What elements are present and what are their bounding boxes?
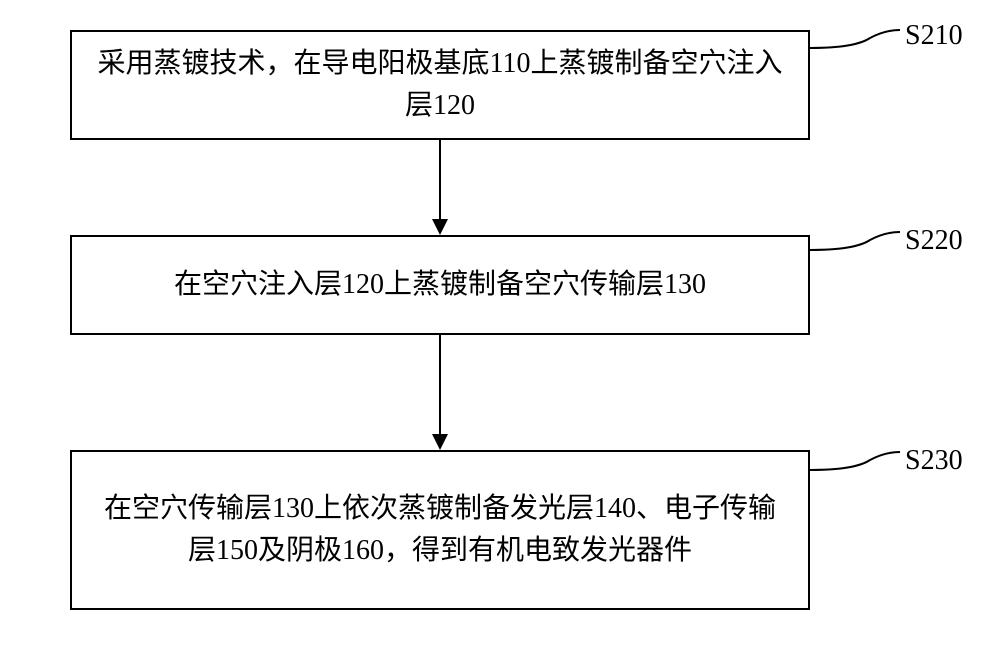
step-box-s220: 在空穴注入层120上蒸镀制备空穴传输层130 — [70, 235, 810, 335]
flowchart-canvas: 采用蒸镀技术，在导电阳极基底110上蒸镀制备空穴注入层120 S210 在空穴注… — [0, 0, 1000, 655]
leader-line-s220 — [810, 232, 905, 272]
step-text: 采用蒸镀技术，在导电阳极基底110上蒸镀制备空穴注入层120 — [92, 43, 788, 127]
leader-line-s230 — [810, 452, 905, 492]
arrow-head-s220-s230 — [432, 434, 448, 450]
step-box-s230: 在空穴传输层130上依次蒸镀制备发光层140、电子传输层150及阴极160，得到… — [70, 450, 810, 610]
step-text: 在空穴传输层130上依次蒸镀制备发光层140、电子传输层150及阴极160，得到… — [92, 488, 788, 572]
leader-line-s210 — [810, 30, 905, 70]
step-label-s210: S210 — [905, 20, 963, 52]
step-text: 在空穴注入层120上蒸镀制备空穴传输层130 — [174, 264, 706, 306]
arrow-s220-s230 — [439, 335, 441, 434]
step-label-s230: S230 — [905, 445, 963, 477]
arrow-head-s210-s220 — [432, 219, 448, 235]
arrow-s210-s220 — [439, 140, 441, 219]
step-box-s210: 采用蒸镀技术，在导电阳极基底110上蒸镀制备空穴注入层120 — [70, 30, 810, 140]
step-label-s220: S220 — [905, 225, 963, 257]
